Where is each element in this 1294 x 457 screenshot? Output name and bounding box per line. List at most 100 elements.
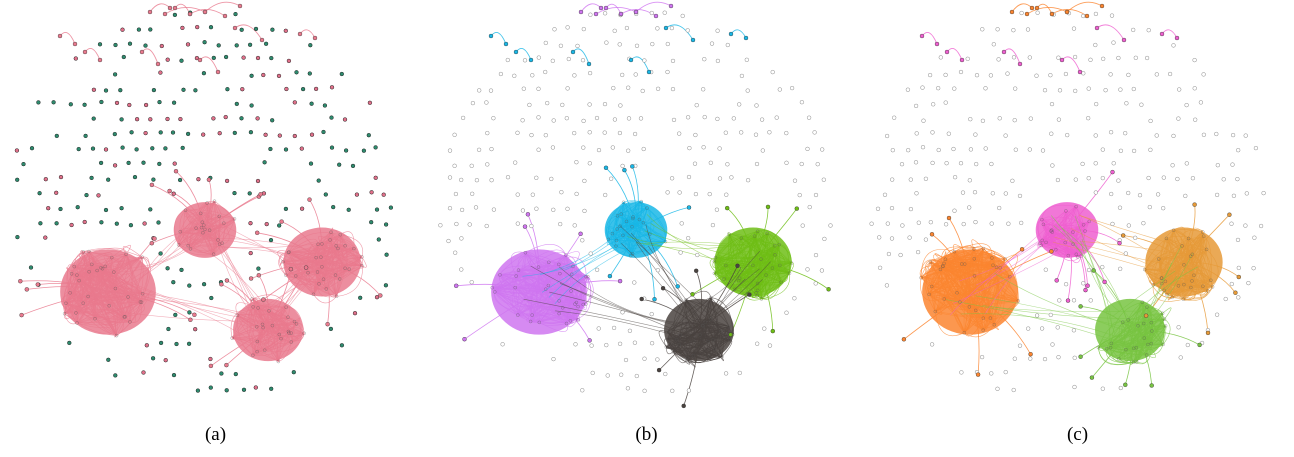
- node: [889, 236, 895, 241]
- edge: [195, 238, 312, 251]
- node: [931, 102, 936, 107]
- node: [311, 292, 316, 296]
- node: [1024, 11, 1030, 17]
- node: [1184, 161, 1189, 166]
- node: [470, 100, 476, 106]
- node: [670, 86, 676, 92]
- node: [1100, 264, 1105, 270]
- edge: [125, 301, 145, 318]
- node: [491, 116, 496, 121]
- node: [712, 347, 717, 351]
- node: [84, 192, 89, 198]
- node: [216, 43, 221, 48]
- edge: [64, 313, 117, 336]
- node: [543, 69, 548, 75]
- node: [1131, 86, 1136, 92]
- node: [981, 246, 986, 251]
- edge: [1106, 348, 1147, 356]
- node: [744, 57, 749, 62]
- node: [263, 132, 268, 137]
- edge: [312, 279, 327, 290]
- node: [586, 61, 592, 67]
- node: [520, 118, 525, 123]
- node: [557, 311, 561, 316]
- node: [1142, 321, 1146, 326]
- node: [979, 354, 985, 360]
- edge: [990, 316, 996, 325]
- node: [943, 72, 948, 78]
- node: [920, 85, 925, 90]
- node: [248, 130, 254, 135]
- node: [1019, 220, 1024, 226]
- node: [813, 281, 818, 286]
- edge: [983, 267, 1001, 319]
- node: [1201, 72, 1206, 77]
- node: [1077, 69, 1083, 75]
- node: [607, 273, 613, 279]
- edge: [757, 282, 782, 286]
- node: [604, 40, 609, 45]
- node: [331, 204, 336, 210]
- node: [530, 192, 535, 197]
- node: [81, 250, 86, 254]
- node: [1162, 317, 1167, 321]
- edge: [530, 262, 550, 322]
- node: [170, 130, 176, 135]
- edge: [100, 274, 264, 349]
- node: [1066, 253, 1071, 258]
- node: [649, 311, 654, 317]
- node: [289, 331, 293, 335]
- caption-a: (a): [204, 424, 227, 445]
- edge: [74, 252, 113, 267]
- node: [717, 146, 722, 151]
- edge: [605, 167, 637, 231]
- node: [1201, 284, 1205, 288]
- node: [283, 28, 288, 33]
- node: [1111, 40, 1116, 45]
- node: [159, 43, 164, 49]
- node: [694, 268, 699, 273]
- node: [692, 161, 698, 166]
- edge: [1144, 269, 1173, 298]
- node: [1163, 279, 1168, 284]
- node: [1131, 148, 1137, 154]
- node: [759, 257, 763, 261]
- node: [530, 73, 535, 78]
- node: [1143, 313, 1149, 318]
- node: [1123, 382, 1128, 387]
- edge: [257, 232, 323, 263]
- edge: [636, 242, 750, 249]
- node: [124, 252, 128, 257]
- edge: [1144, 269, 1203, 288]
- node: [459, 267, 464, 272]
- edge: [83, 241, 192, 271]
- node: [1064, 209, 1068, 213]
- edge: [627, 236, 759, 270]
- node: [634, 43, 640, 48]
- node: [1233, 290, 1238, 295]
- node: [1171, 43, 1176, 48]
- edge: [37, 283, 109, 293]
- edge: [623, 202, 644, 223]
- node: [157, 161, 162, 167]
- edge: [635, 1, 672, 13]
- edge: [971, 239, 984, 250]
- node: [180, 145, 185, 151]
- node: [701, 87, 706, 92]
- node: [322, 103, 328, 108]
- node: [473, 205, 479, 210]
- node: [989, 221, 994, 226]
- node: [253, 385, 258, 390]
- edge: [237, 314, 289, 318]
- node: [67, 340, 72, 346]
- node: [453, 250, 458, 255]
- node: [685, 28, 690, 33]
- edge: [69, 292, 129, 305]
- node: [543, 40, 548, 46]
- node: [1054, 247, 1058, 252]
- node: [142, 221, 147, 226]
- edge: [723, 278, 758, 285]
- node: [336, 246, 340, 251]
- node: [1157, 257, 1161, 261]
- node: [755, 293, 759, 298]
